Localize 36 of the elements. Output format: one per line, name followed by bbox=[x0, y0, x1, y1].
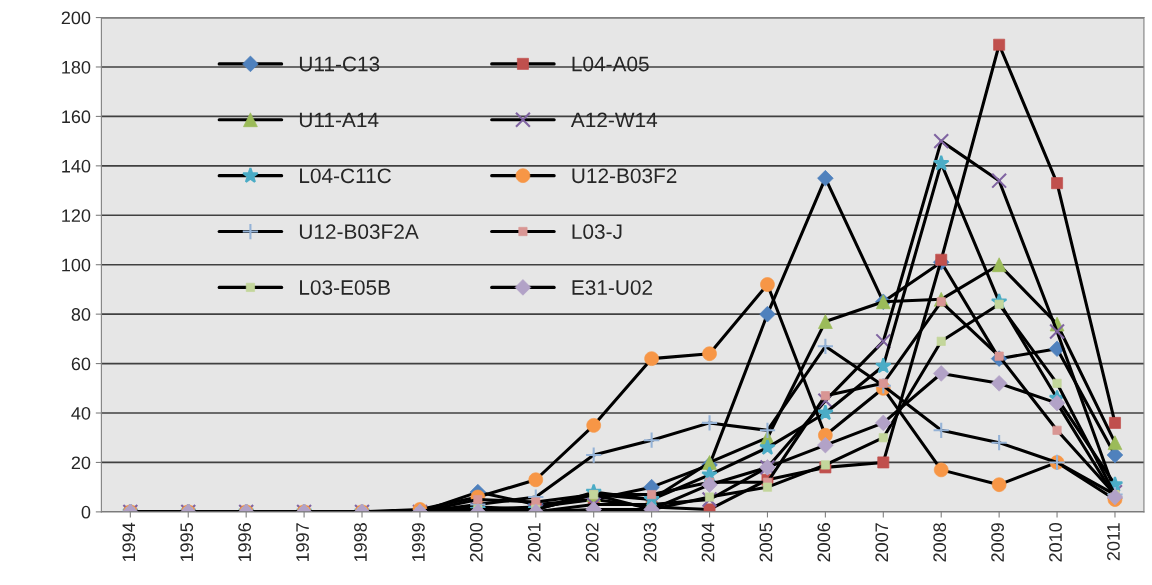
y-tick-label: 60 bbox=[71, 357, 91, 371]
x-tick-label: 2006 bbox=[817, 523, 831, 562]
legend-label: U12-B03F2 bbox=[572, 168, 677, 184]
legend-label: E31-U02 bbox=[572, 280, 653, 295]
y-tick-label: 160 bbox=[62, 110, 91, 124]
y-tick-label: 180 bbox=[62, 60, 91, 74]
x-tick-label: 2002 bbox=[585, 523, 599, 562]
y-tick-label: 80 bbox=[71, 308, 91, 321]
x-tick-label: 2008 bbox=[933, 523, 947, 562]
legend-label: U12-B03F2A bbox=[299, 224, 419, 240]
y-tick-label: 120 bbox=[62, 209, 91, 222]
legend-label: L03-E05B bbox=[300, 280, 390, 295]
y-tick-label: 0 bbox=[81, 505, 91, 519]
x-tick-label: 2010 bbox=[1049, 522, 1062, 562]
x-tick-label: 2011 bbox=[1107, 523, 1120, 561]
y-tick-label: 100 bbox=[62, 258, 91, 272]
x-tick-label: 1996 bbox=[238, 523, 252, 562]
x-tick-label: 1998 bbox=[354, 523, 367, 562]
x-tick-label: 2009 bbox=[991, 523, 1004, 562]
legend-label: L03-J bbox=[572, 224, 622, 240]
y-tick-label: 140 bbox=[62, 159, 91, 173]
x-tick-label: 1997 bbox=[296, 523, 309, 562]
y-tick-label: 40 bbox=[71, 406, 91, 420]
x-tick-label: 2003 bbox=[643, 523, 657, 562]
x-tick-label: 2007 bbox=[875, 523, 889, 562]
legend-label: U11-A14 bbox=[299, 112, 379, 128]
y-tick-label: 20 bbox=[71, 456, 91, 470]
x-tick-label: 1994 bbox=[122, 522, 136, 562]
x-tick-label: 1999 bbox=[412, 523, 425, 562]
x-tick-label: 2004 bbox=[701, 522, 715, 562]
y-tick-label: 200 bbox=[61, 11, 91, 25]
x-tick-label: 2000 bbox=[469, 522, 483, 562]
x-tick-label: 2001 bbox=[527, 523, 541, 562]
x-tick-label: 1995 bbox=[180, 523, 194, 562]
x-tick-label: 2005 bbox=[759, 523, 773, 562]
legend-label: L04-C11C bbox=[300, 168, 391, 184]
